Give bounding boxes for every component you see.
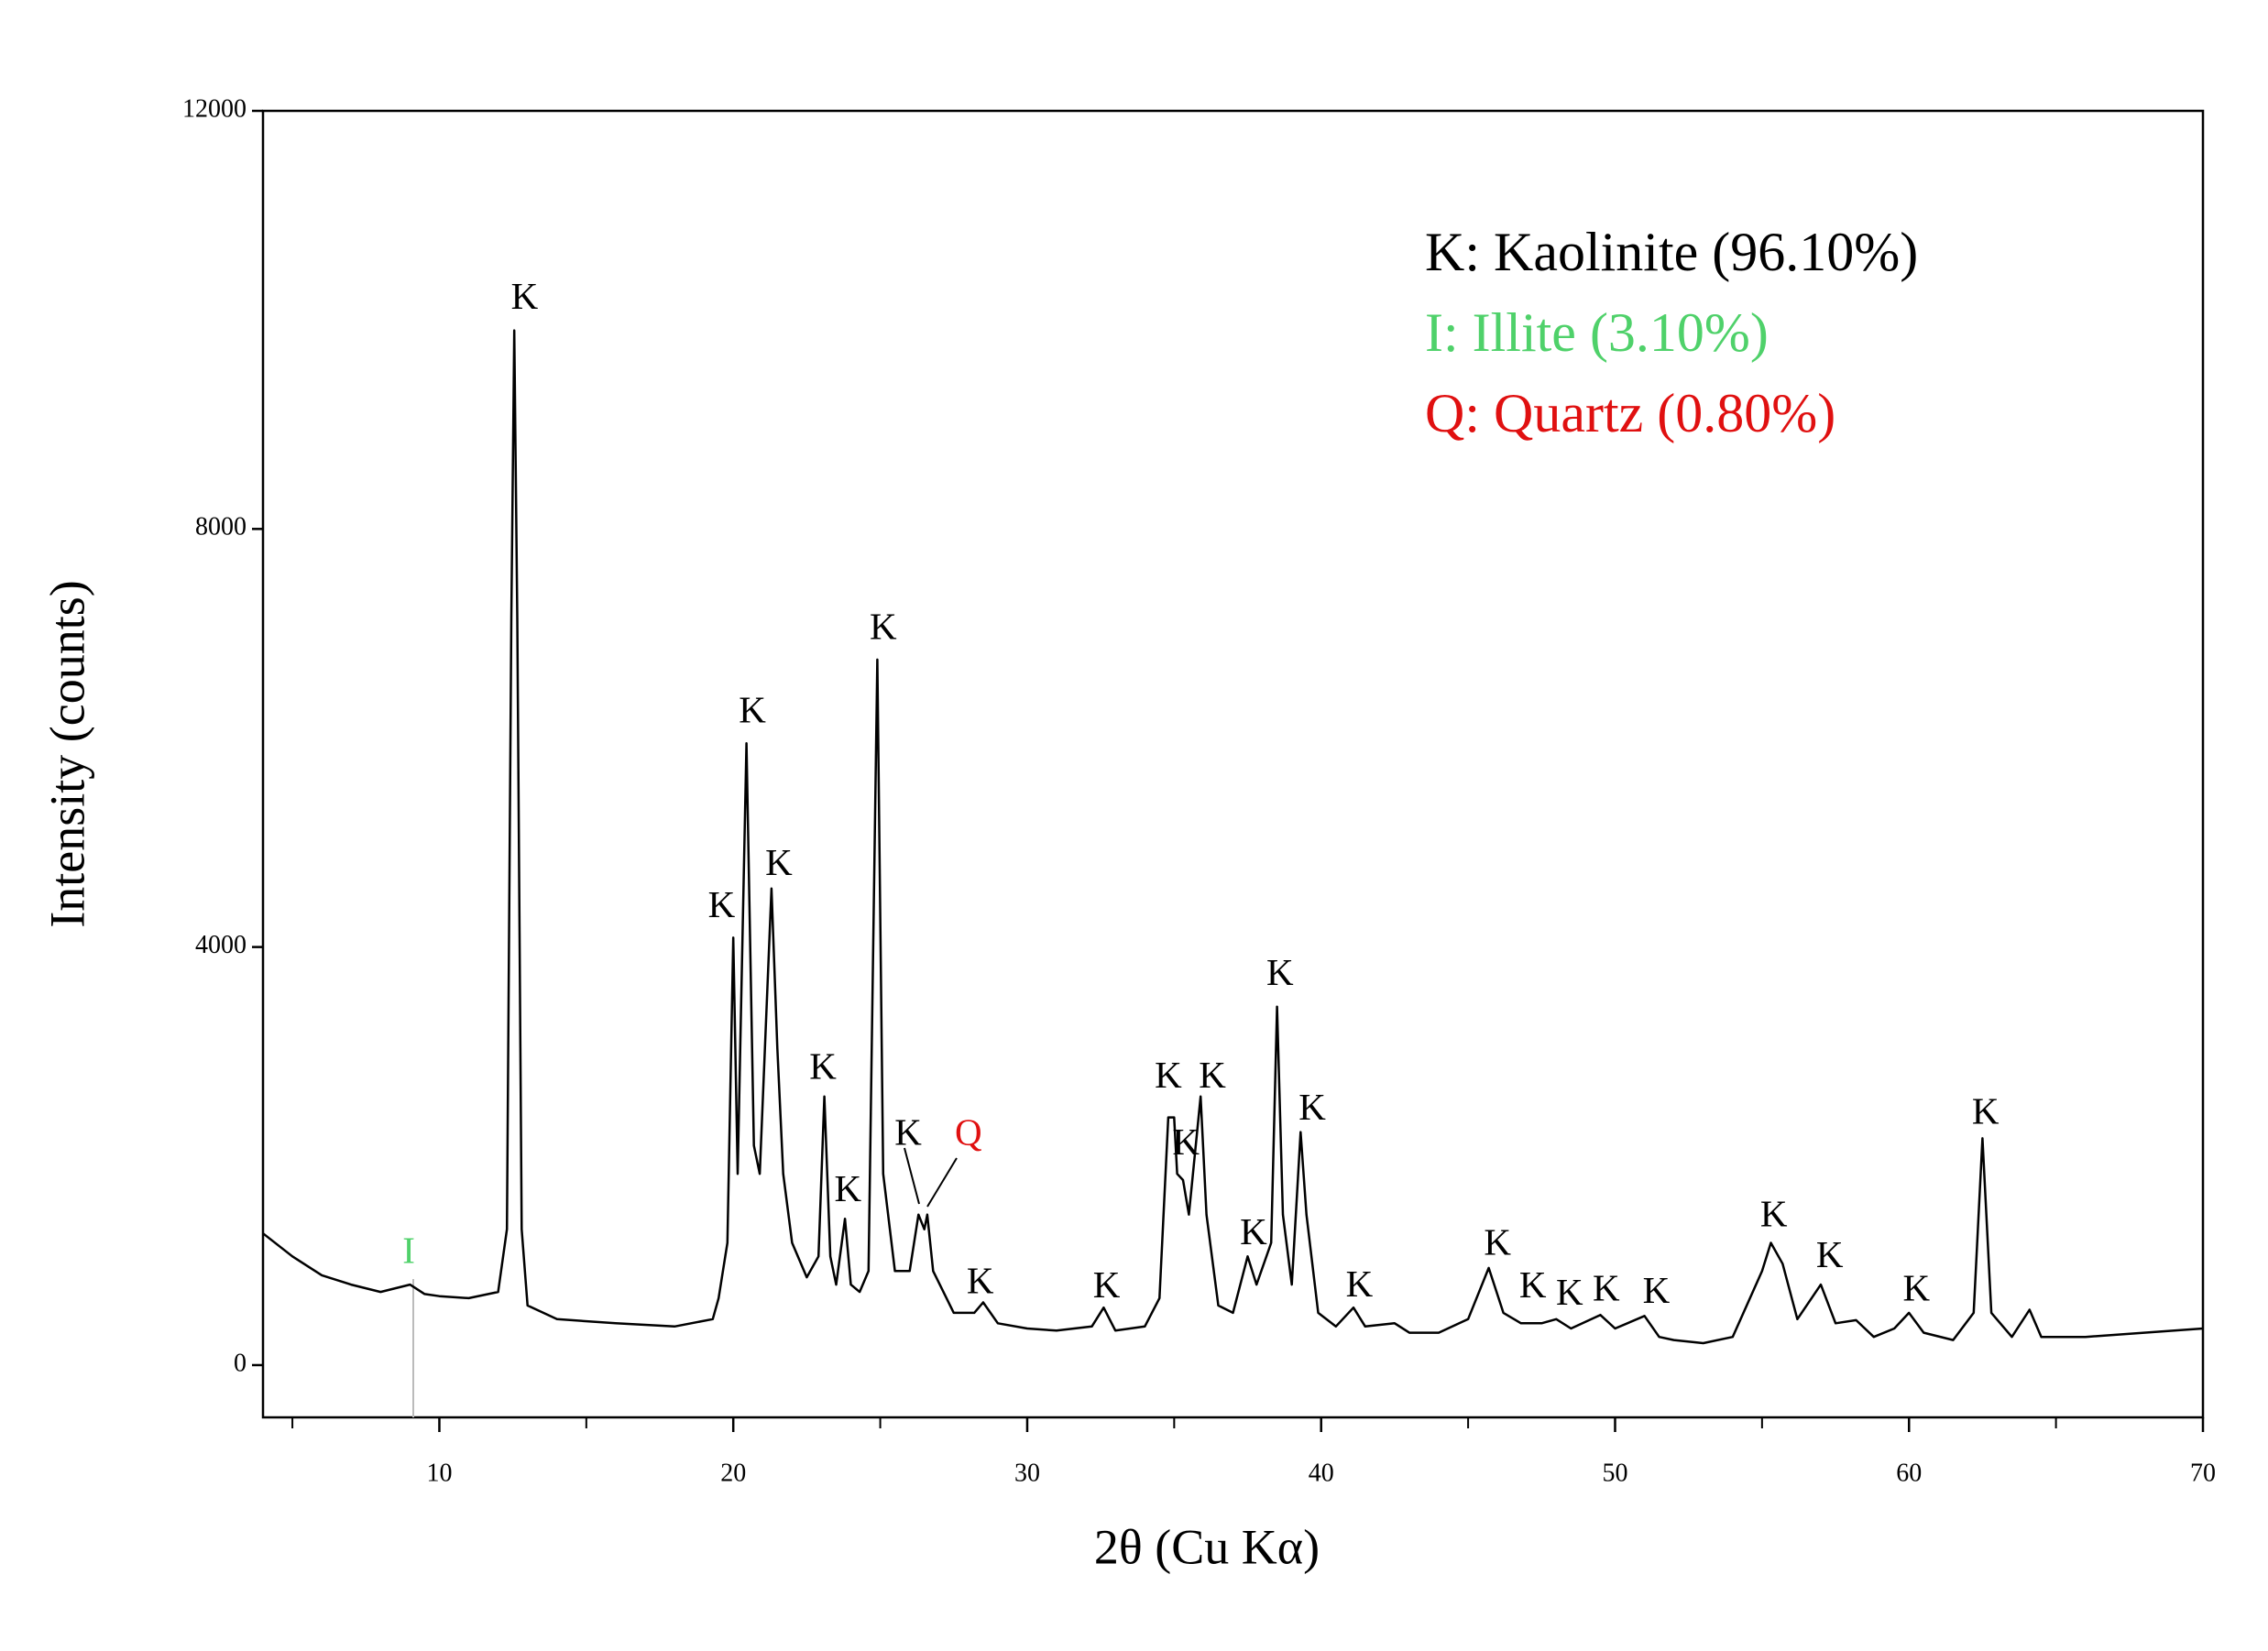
y-tick-label: 12000 (182, 94, 247, 123)
peak-label: K (1816, 1233, 1844, 1275)
xrd-curve (262, 329, 2204, 1345)
peak-label: K (809, 1045, 837, 1088)
peak-label: K (1266, 951, 1294, 993)
peak-label: K (1172, 1121, 1200, 1163)
x-axis-title: 2θ (Cu Kα) (1094, 1519, 1320, 1574)
y-tick-label: 0 (234, 1349, 247, 1377)
x-tick-label: 50 (1602, 1459, 1627, 1487)
x-tick-label: 30 (1014, 1459, 1040, 1487)
peak-label: K (894, 1111, 922, 1154)
legend-entry: I: Illite (3.10%) (1425, 302, 1769, 363)
peak-label: K (1155, 1054, 1182, 1096)
peak-label: K (511, 275, 539, 317)
x-tick-label: 10 (426, 1459, 452, 1487)
x-tick-label: 70 (2190, 1459, 2216, 1487)
peak-label: K (1972, 1090, 2000, 1132)
legend-entry: K: Kaolinite (96.10%) (1425, 222, 1918, 282)
peak-label: I (402, 1229, 415, 1271)
y-tick-label: 4000 (195, 931, 247, 959)
y-tick-label: 8000 (195, 513, 247, 541)
peak-label: K (1298, 1086, 1326, 1128)
peak-label: K (1484, 1220, 1511, 1263)
peak-label: K (1556, 1271, 1583, 1313)
peak-label: K (835, 1167, 862, 1209)
peak-label: K (708, 883, 736, 925)
peak-label: Q (955, 1111, 982, 1154)
plot-frame (261, 109, 2205, 1419)
peak-label: K (870, 605, 897, 647)
peak-label: K (967, 1260, 994, 1302)
peak-label: K (765, 841, 793, 883)
x-tick-label: 20 (720, 1459, 746, 1487)
peak-label: K (1593, 1267, 1620, 1309)
legend-entry: Q: Quartz (0.80%) (1425, 383, 1835, 443)
x-tick-label: 60 (1896, 1459, 1922, 1487)
peak-label: K (1093, 1263, 1121, 1306)
leader-line (904, 1147, 920, 1205)
peak-label: K (1519, 1263, 1547, 1306)
peak-label: K (1902, 1267, 1930, 1309)
peak-label: K (1199, 1054, 1226, 1096)
leader-line (926, 1157, 958, 1208)
peak-label: K (1760, 1193, 1788, 1235)
x-tick-label: 40 (1309, 1459, 1334, 1487)
peak-label: K (1240, 1210, 1267, 1252)
y-axis-title: Intensity (counts) (39, 580, 94, 927)
peak-label: K (739, 689, 766, 731)
peak-label: K (1346, 1263, 1374, 1305)
peak-label: K (1643, 1269, 1671, 1311)
